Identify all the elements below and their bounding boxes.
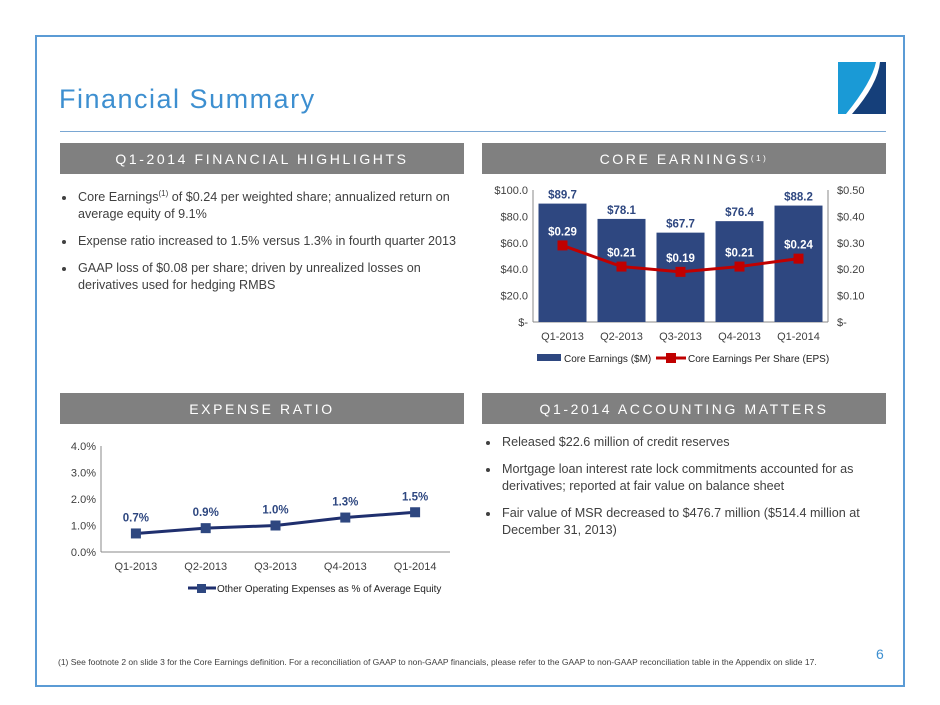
y-tick-label: 2.0% (71, 494, 96, 506)
x-tick-label: Q1-2014 (777, 331, 820, 343)
slide-frame (35, 35, 905, 687)
eps-marker (675, 266, 686, 277)
company-logo-icon (838, 62, 886, 114)
accounting-item: Released $22.6 million of credit reserve… (500, 434, 874, 451)
legend-label: Core Earnings ($M) (564, 354, 651, 365)
y-tick-label: 1.0% (71, 521, 96, 533)
x-tick-label: Q3-2013 (659, 331, 702, 343)
highlight-item: GAAP loss of $0.08 per share; driven by … (76, 260, 460, 294)
header-expense-ratio: EXPENSE RATIO (60, 393, 464, 424)
y2-tick-label: $0.20 (837, 264, 865, 276)
highlight-item: Expense ratio increased to 1.5% versus 1… (76, 233, 460, 250)
y-tick-label: $60.0 (500, 238, 528, 250)
highlight-item: Core Earnings(1) of $0.24 per weighted s… (76, 185, 460, 223)
bar-data-label: $67.7 (666, 219, 695, 231)
expense-marker (200, 523, 211, 534)
eps-marker (793, 253, 804, 264)
page-number: 6 (876, 646, 884, 662)
expense-data-label: 1.5% (402, 491, 428, 503)
eps-marker (734, 261, 745, 272)
legend-label: Other Operating Expenses as % of Average… (217, 584, 441, 595)
expense-data-label: 0.7% (123, 512, 149, 524)
eps-marker (557, 240, 568, 251)
expense-data-label: 0.9% (193, 507, 219, 519)
bar (656, 232, 705, 322)
y-tick-label: $20.0 (500, 291, 528, 303)
header-accounting-matters: Q1-2014 ACCOUNTING MATTERS (482, 393, 886, 424)
y2-tick-label: $0.10 (837, 291, 865, 303)
expense-data-label: 1.0% (262, 505, 288, 517)
x-tick-label: Q2-2013 (184, 561, 227, 573)
legend-bar-swatch (537, 354, 561, 361)
y2-tick-label: $- (837, 317, 847, 329)
title-divider (60, 131, 886, 132)
x-tick-label: Q1-2014 (394, 561, 437, 573)
accounting-item: Mortgage loan interest rate lock commitm… (500, 461, 874, 495)
legend-marker (197, 584, 206, 593)
x-tick-label: Q1-2013 (114, 561, 157, 573)
y2-tick-label: $0.30 (837, 238, 865, 250)
expense-marker (340, 512, 351, 523)
expense-ratio-chart: 0.0% 1.0% 2.0% 3.0% 4.0% Q1-2013 Q2-2013 Q3-201… (71, 441, 450, 595)
y-tick-label: 3.0% (71, 468, 96, 480)
y-tick-label: $80.0 (500, 211, 528, 223)
accounting-list: Released $22.6 million of credit reserve… (484, 434, 874, 549)
x-tick-label: Q3-2013 (254, 561, 297, 573)
bar-data-label: $78.1 (607, 205, 636, 217)
expense-marker (270, 520, 281, 531)
bar-data-label: $88.2 (784, 192, 813, 204)
legend-line-marker (666, 353, 676, 363)
highlights-list: Core Earnings(1) of $0.24 per weighted s… (60, 185, 460, 304)
y-tick-label: 0.0% (71, 547, 96, 559)
expense-marker (130, 528, 141, 539)
header-financial-highlights: Q1-2014 FINANCIAL HIGHLIGHTS (60, 143, 464, 174)
y-tick-label: $100.0 (494, 185, 528, 197)
eps-marker (616, 261, 627, 272)
header-core-earnings-label: CORE EARNINGS (599, 150, 751, 167)
footnote: (1) See footnote 2 on slide 3 for the Co… (58, 657, 817, 667)
bar (715, 221, 764, 322)
legend-label: Core Earnings Per Share (EPS) (688, 354, 829, 365)
highlight-text: Core Earnings (78, 190, 159, 205)
header-core-earnings-sup: (1) (750, 154, 769, 163)
y2-tick-label: $0.50 (837, 185, 865, 197)
eps-data-label: $0.24 (784, 240, 813, 252)
eps-data-label: $0.29 (548, 226, 577, 238)
highlight-sup: (1) (158, 189, 169, 198)
x-tick-label: Q2-2013 (600, 331, 643, 343)
header-core-earnings: CORE EARNINGS (1) (482, 143, 886, 174)
bar (538, 203, 587, 322)
bar (774, 205, 823, 322)
eps-data-label: $0.19 (666, 253, 695, 265)
expense-marker (410, 507, 421, 518)
eps-data-label: $0.21 (725, 248, 754, 260)
expense-data-label: 1.3% (332, 497, 358, 509)
page-title: Financial Summary (59, 84, 316, 114)
x-tick-label: Q4-2013 (324, 561, 367, 573)
accounting-item: Fair value of MSR decreased to $476.7 mi… (500, 505, 874, 539)
bar-data-label: $89.7 (548, 190, 577, 202)
eps-data-label: $0.21 (607, 248, 636, 260)
y-tick-label: $40.0 (500, 264, 528, 276)
bar-data-label: $76.4 (725, 207, 754, 219)
x-tick-label: Q4-2013 (718, 331, 761, 343)
y2-tick-label: $0.40 (837, 211, 865, 223)
core-earnings-chart: $- $- $20.0 $0.10 $40.0 $0.20 $60.0 $0.30 $80.0 $… (494, 185, 865, 365)
y-tick-label: 4.0% (71, 441, 96, 453)
x-tick-label: Q1-2013 (541, 331, 584, 343)
highlight-text: of $0.24 per weighted share; annualized … (78, 190, 450, 222)
y-tick-label: $- (518, 317, 528, 329)
